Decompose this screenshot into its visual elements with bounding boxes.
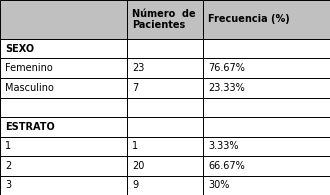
Bar	[0, 58, 127, 78]
Bar	[127, 78, 203, 98]
Bar	[127, 0, 203, 39]
Bar	[127, 117, 203, 136]
Bar	[203, 98, 330, 117]
Bar	[203, 78, 330, 98]
Bar	[0, 156, 127, 176]
Bar	[203, 0, 330, 39]
Text: Frecuencia (%): Frecuencia (%)	[208, 14, 290, 25]
Text: 23: 23	[132, 63, 145, 73]
Bar	[127, 176, 203, 195]
Text: Femenino: Femenino	[5, 63, 53, 73]
Bar	[127, 156, 203, 176]
Bar	[127, 58, 203, 78]
Text: ESTRATO: ESTRATO	[5, 122, 55, 132]
Bar	[203, 136, 330, 156]
Bar	[0, 117, 127, 136]
Bar	[203, 58, 330, 78]
Text: 30%: 30%	[208, 180, 229, 190]
Text: 3: 3	[5, 180, 11, 190]
Bar	[203, 176, 330, 195]
Text: 1: 1	[132, 141, 138, 151]
Text: Masculino: Masculino	[5, 83, 54, 93]
Bar	[127, 136, 203, 156]
Bar	[0, 78, 127, 98]
Text: 1: 1	[5, 141, 11, 151]
Bar	[0, 0, 127, 39]
Bar	[203, 156, 330, 176]
Text: 7: 7	[132, 83, 138, 93]
Bar	[203, 39, 330, 58]
Text: 9: 9	[132, 180, 138, 190]
Text: Número  de
Pacientes: Número de Pacientes	[132, 9, 196, 30]
Bar	[0, 136, 127, 156]
Text: 23.33%: 23.33%	[208, 83, 245, 93]
Bar	[127, 39, 203, 58]
Text: 20: 20	[132, 161, 145, 171]
Text: 3.33%: 3.33%	[208, 141, 238, 151]
Text: 66.67%: 66.67%	[208, 161, 245, 171]
Bar	[127, 98, 203, 117]
Bar	[0, 176, 127, 195]
Bar	[0, 98, 127, 117]
Bar	[203, 117, 330, 136]
Bar	[0, 39, 127, 58]
Text: 2: 2	[5, 161, 11, 171]
Text: 76.67%: 76.67%	[208, 63, 245, 73]
Text: SEXO: SEXO	[5, 44, 34, 54]
